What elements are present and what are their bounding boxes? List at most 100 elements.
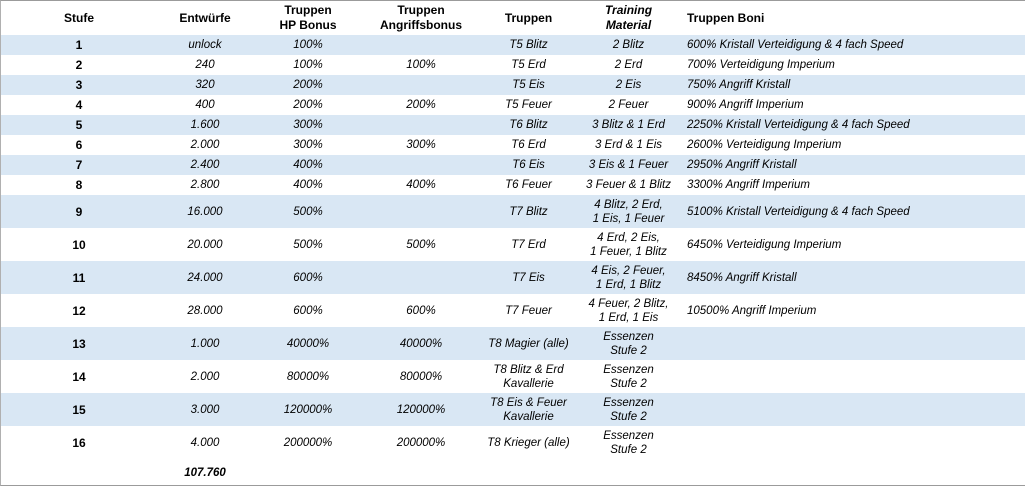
cell-truppen: T6 Feuer [505, 179, 552, 191]
cell-entwuerfe: 320 [195, 79, 215, 91]
table-row: 16 4.000 200000% 200000% T8 Krieger (alle) Es… [1, 426, 1025, 459]
cell-stufe: 2 [75, 58, 83, 72]
cell-material: 3 Erd & 1 Eis [594, 139, 663, 151]
cell-boni: 6450% Verteidigung Imperium [687, 238, 842, 251]
column-header-hp-bonus: Truppen HP Bonus [279, 3, 337, 32]
cell-stufe: 8 [75, 178, 83, 192]
cell-truppen: T7 Eis [512, 271, 545, 284]
cell-material: 2 Erd [614, 59, 643, 71]
cell-hp: 100% [293, 59, 323, 71]
cell-hp: 300% [293, 119, 323, 131]
cell-boni: 2250% Kristall Verteidigung & 4 fach Spe… [687, 119, 910, 131]
cell-stufe: 6 [75, 138, 83, 152]
cell-stufe: 11 [72, 270, 86, 285]
cell-angriff: 200000% [396, 436, 446, 449]
cell-boni: 600% Kristall Verteidigung & 4 fach Spee… [687, 39, 904, 51]
cell-material: Essenzen Stufe 2 [603, 429, 654, 456]
cell-material: 4 Feuer, 2 Blitz, 1 Erd, 1 Eis [588, 297, 669, 324]
cell-hp: 100% [293, 39, 323, 51]
cell-entwuerfe: 4.000 [190, 436, 220, 449]
cell-entwuerfe: 1.600 [190, 119, 220, 131]
table-row: 11 24.000 600% T7 Eis 4 Eis, 2 Feuer, 1 Erd,… [1, 261, 1025, 294]
cell-material: Essenzen Stufe 2 [603, 330, 654, 357]
cell-hp: 200% [293, 79, 323, 91]
cell-boni: 2950% Angriff Kristall [687, 159, 797, 171]
cell-truppen: T6 Erd [511, 139, 546, 151]
cell-angriff: 200% [406, 99, 436, 111]
cell-stufe: 9 [75, 204, 83, 219]
cell-boni: 700% Verteidigung Imperium [687, 59, 835, 71]
cell-entwuerfe: 20.000 [187, 238, 223, 251]
cell-material: 3 Blitz & 1 Erd [592, 119, 665, 131]
cell-entwuerfe: 3.000 [190, 403, 220, 416]
cell-material: Essenzen Stufe 2 [603, 363, 654, 390]
column-header-angriffsbonus: Truppen Angriffsbonus [380, 3, 462, 32]
cell-boni: 900% Angriff Imperium [687, 99, 804, 111]
cell-boni: 8450% Angriff Kristall [687, 271, 797, 284]
cell-stufe: 12 [72, 303, 86, 318]
cell-angriff [363, 35, 479, 55]
cell-stufe: 15 [72, 402, 86, 417]
cell-material: 3 Eis & 1 Feuer [588, 159, 669, 171]
table-row: 4 400 200% 200% T5 Feuer 2 Feuer 900% Angriff … [1, 95, 1025, 115]
cell-stufe: 16 [72, 435, 86, 450]
cell-truppen [479, 459, 578, 485]
cell-hp: 500% [293, 238, 323, 251]
cell-hp: 200000% [283, 436, 333, 449]
table-row: 7 2.400 400% T6 Eis 3 Eis & 1 Feuer 2950% Ang… [1, 155, 1025, 175]
cell-truppen: T8 Krieger (alle) [487, 436, 570, 449]
cell-stufe: 14 [72, 369, 86, 384]
cell-stufe: 13 [72, 336, 86, 351]
cell-angriff [363, 261, 479, 294]
cell-boni: 2600% Verteidigung Imperium [687, 139, 842, 151]
cell-boni: 750% Angriff Kristall [687, 79, 791, 91]
cell-hp: 120000% [283, 403, 333, 416]
cell-entwuerfe: 400 [195, 99, 215, 111]
cell-truppen: T7 Feuer [505, 304, 552, 317]
cell-angriff: 80000% [399, 370, 443, 383]
table-row: 12 28.000 600% 600% T7 Feuer 4 Feuer, 2 Blitz… [1, 294, 1025, 327]
cell-entwuerfe: 107.760 [184, 467, 226, 479]
table-row: 15 3.000 120000% 120000% T8 Eis & Feuer Kava… [1, 393, 1025, 426]
cell-material: 2 Eis [615, 79, 642, 91]
cell-angriff [363, 115, 479, 135]
column-header-entwuerfe: Entwürfe [179, 10, 231, 25]
table-row: 13 1.000 40000% 40000% T8 Magier (alle) Essen… [1, 327, 1025, 360]
cell-truppen: T8 Blitz & Erd Kavallerie [493, 363, 564, 390]
cell-stufe: 4 [75, 98, 83, 112]
cell-boni [679, 426, 1025, 459]
column-header-stufe: Stufe [64, 10, 94, 25]
cell-truppen: T5 Feuer [505, 99, 552, 111]
table-row: 1 unlock 100% T5 Blitz 2 Blitz 600% Kristall … [1, 35, 1025, 55]
cell-boni: 3300% Angriff Imperium [687, 179, 810, 191]
table-row: 2 240 100% 100% T5 Erd 2 Erd 700% Verteidigung… [1, 55, 1025, 75]
cell-hp: 400% [293, 159, 323, 171]
table-row: 3 320 200% T5 Eis 2 Eis 750% Angriff Kristall [1, 75, 1025, 95]
cell-hp [253, 459, 363, 485]
cell-angriff [363, 195, 479, 228]
cell-angriff: 500% [406, 238, 436, 251]
cell-stufe [1, 459, 157, 485]
column-header-training-material: Training Material [604, 3, 653, 32]
table-body: 1 unlock 100% T5 Blitz 2 Blitz 600% Kristall … [1, 35, 1025, 485]
cell-boni: 5100% Kristall Verteidigung & 4 fach Spe… [687, 205, 910, 218]
cell-angriff: 100% [406, 59, 436, 71]
table-row: 10 20.000 500% 500% T7 Erd 4 Erd, 2 Eis, 1 Fe… [1, 228, 1025, 261]
cell-material [578, 459, 679, 485]
table-row: 8 2.800 400% 400% T6 Feuer 3 Feuer & 1 Blitz 3… [1, 175, 1025, 195]
cell-entwuerfe: 24.000 [187, 271, 223, 284]
cell-entwuerfe: 2.400 [190, 159, 220, 171]
cell-truppen: T7 Blitz [509, 205, 548, 218]
cell-hp: 600% [293, 271, 323, 284]
cell-entwuerfe: unlock [188, 39, 222, 51]
cell-hp: 400% [293, 179, 323, 191]
cell-angriff: 40000% [399, 337, 443, 350]
cell-truppen: T5 Blitz [509, 39, 548, 51]
cell-stufe: 10 [72, 237, 86, 252]
cell-material: Essenzen Stufe 2 [603, 396, 654, 423]
cell-material: 4 Eis, 2 Feuer, 1 Erd, 1 Blitz [591, 264, 666, 291]
cell-angriff: 120000% [396, 403, 446, 416]
cell-boni [679, 393, 1025, 426]
cell-entwuerfe: 240 [195, 59, 215, 71]
